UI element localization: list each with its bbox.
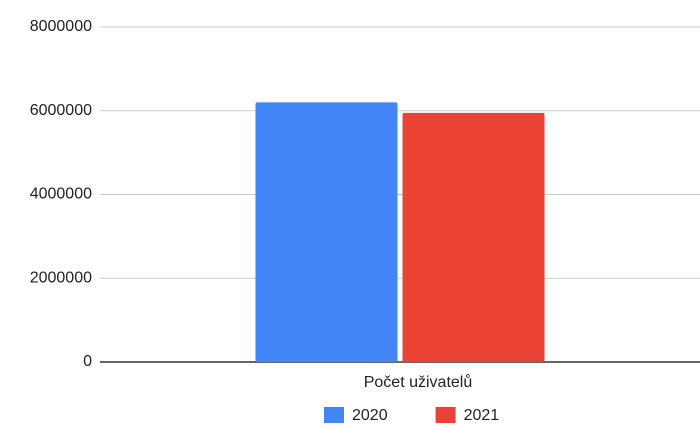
y-tick-label: 8000000 (30, 18, 92, 35)
y-tick-label: 4000000 (30, 186, 92, 203)
bar (402, 112, 545, 362)
legend-label: 2021 (464, 407, 500, 424)
legend-swatch (435, 407, 456, 423)
legend-swatch (324, 407, 344, 423)
y-tick-label: 2000000 (30, 269, 92, 286)
bar (255, 102, 398, 362)
x-tick-label: Počet uživatelů (364, 373, 473, 391)
y-tick-label: 6000000 (30, 102, 92, 119)
y-tick-label: 0 (83, 353, 92, 370)
legend-label: 2020 (352, 407, 388, 424)
